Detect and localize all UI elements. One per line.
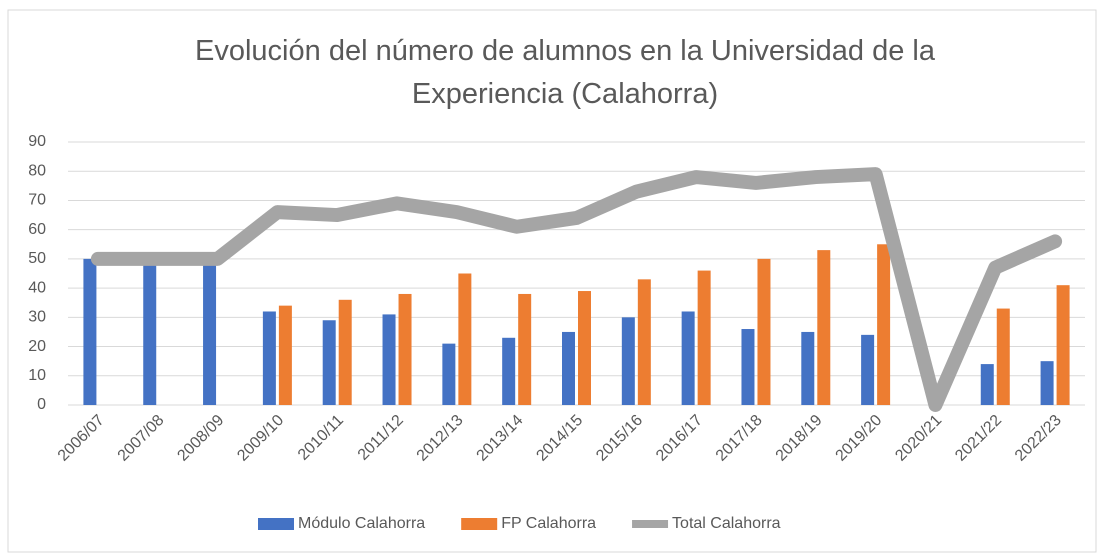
y-tick-label: 10 [28,367,46,384]
legend-label: Módulo Calahorra [298,515,425,532]
bar [1056,285,1070,405]
bar [322,320,336,405]
bar [741,329,755,405]
chart-title: Evolución del número de alumnos en la Un… [195,35,935,110]
y-tick-label: 0 [37,396,46,413]
y-tick-label: 20 [28,338,46,355]
x-tick-label: 2017/18 [713,412,766,465]
x-tick-label: 2011/12 [355,412,407,464]
bar [143,258,157,405]
bar [1040,361,1054,405]
y-tick-label: 90 [28,133,46,150]
bar [996,308,1010,405]
y-tick-label: 30 [28,309,46,326]
bar [278,305,292,405]
x-tick-label: 2021/22 [952,412,1005,465]
legend-label: Total Calahorra [672,515,781,532]
y-tick-label: 70 [28,192,46,209]
bar [382,314,396,405]
bar [502,337,516,405]
bar [801,331,815,405]
bar [203,258,217,405]
bar [621,317,635,405]
x-tick-label: 2019/20 [833,412,886,465]
y-tick-label: 50 [28,250,46,267]
bar [861,334,875,405]
chart-frame [7,9,1097,553]
x-tick-label: 2015/16 [593,412,646,465]
x-tick-label: 2008/09 [174,412,227,465]
x-tick-label: 2018/19 [773,412,826,465]
bar [697,270,711,405]
x-tick-label: 2016/17 [653,412,706,465]
x-tick-label: 2006/07 [55,412,108,465]
bar [83,258,97,405]
bar [681,311,695,405]
x-tick-label: 2014/15 [533,412,586,465]
bar [262,311,276,405]
bar [578,291,591,405]
legend-swatch [461,518,498,530]
bar [518,293,532,405]
bar [637,279,651,405]
bar [398,293,412,405]
bar [338,299,352,405]
x-tick-label: 2007/08 [115,412,168,465]
x-tick-label: 2010/11 [295,412,347,464]
x-tick-label: 2013/14 [474,412,527,465]
bar [817,250,831,405]
legend-label: FP Calahorra [501,515,596,532]
legend-swatch [258,518,294,530]
y-tick-label: 40 [28,279,46,296]
bar [442,343,456,405]
x-tick-label: 2012/13 [414,412,467,465]
bar [562,331,575,405]
y-tick-label: 80 [28,162,46,179]
bar [980,364,994,405]
x-tick-label: 2009/10 [234,412,287,465]
bar [877,244,891,405]
line [90,167,1063,412]
bar [757,258,771,405]
x-tick-label: 2022/23 [1012,412,1065,465]
y-tick-label: 60 [28,221,46,238]
bar [458,273,472,405]
x-tick-label: 2020/21 [892,412,945,465]
